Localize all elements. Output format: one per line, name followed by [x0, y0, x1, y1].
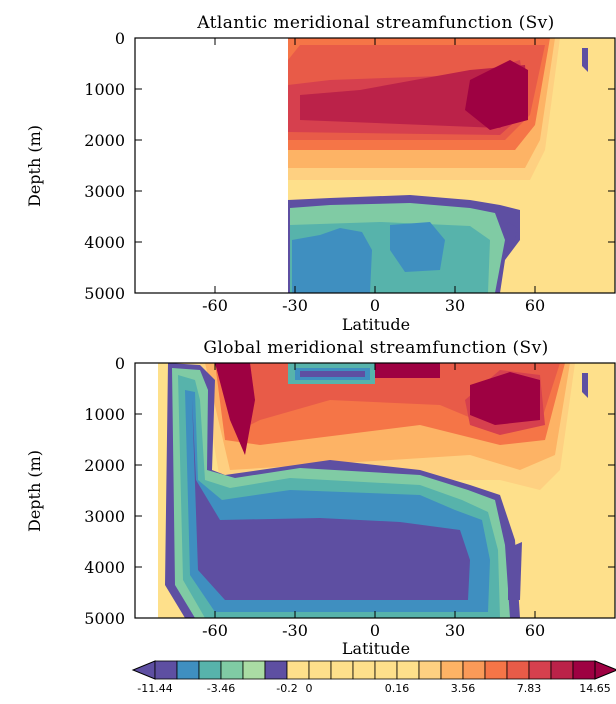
colorbar-swatch [396, 660, 420, 680]
colorbar-swatch [484, 660, 508, 680]
colorbar-extend-max [594, 660, 616, 680]
colorbar-label: -3.46 [207, 682, 235, 695]
global-ytick-label: 2000 [84, 456, 125, 475]
colorbar-swatch [198, 660, 222, 680]
global-ytick-label: 1000 [84, 405, 125, 424]
global-title: Global meridional streamfunction (Sv) [203, 338, 548, 358]
colorbar-swatch [352, 660, 376, 680]
colorbar-swatch [220, 660, 244, 680]
atlantic-ytick-label: 5000 [84, 284, 125, 303]
atlantic-xtick-label: -30 [282, 296, 308, 315]
atlantic-panel: Atlantic meridional streamfunction (Sv) … [25, 13, 616, 334]
atlantic-ytick-label: 3000 [84, 182, 125, 201]
global-ytick-label: 0 [115, 354, 125, 373]
atlantic-xtick-label: 30 [445, 296, 465, 315]
global-xtick-label: 0 [370, 621, 380, 640]
global-xlabel: Latitude [342, 639, 410, 658]
colorbar-swatch [528, 660, 552, 680]
global-xtick-label: -60 [202, 621, 228, 640]
colorbar-label: -0.2 [276, 682, 297, 695]
atlantic-xlabel: Latitude [342, 315, 410, 334]
global-axes: -60 -30 0 30 60 0 1000 2000 3000 4000 5000 [84, 354, 615, 640]
atlantic-ytick-label: 1000 [84, 80, 125, 99]
global-ytick-label: 3000 [84, 507, 125, 526]
atlantic-xtick-label: -60 [202, 296, 228, 315]
global-xtick-label: -30 [282, 621, 308, 640]
atlantic-axes: -60 -30 0 30 60 0 1000 2000 3000 4000 5000 [84, 29, 615, 315]
global-ytick-label: 5000 [84, 609, 125, 628]
global-panel: Global meridional streamfunction (Sv) [25, 338, 616, 658]
global-ylabel: Depth (m) [25, 450, 44, 532]
colorbar: -11.44 -3.46 -0.2 0 0.16 3.56 7.83 14.65 [131, 660, 616, 695]
colorbar-swatch [506, 660, 530, 680]
global-xtick-label: 60 [525, 621, 545, 640]
colorbar-swatch [440, 660, 464, 680]
global-ytick-label: 4000 [84, 558, 125, 577]
atlantic-xtick-label: 60 [525, 296, 545, 315]
colorbar-swatch [242, 660, 266, 680]
atlantic-ylabel: Depth (m) [25, 125, 44, 207]
atlantic-xtick-label: 0 [370, 296, 380, 315]
colorbar-swatch [418, 660, 442, 680]
colorbar-swatch [374, 660, 398, 680]
atlantic-ytick-label: 4000 [84, 233, 125, 252]
global-xtick-label: 30 [445, 621, 465, 640]
colorbar-swatch [572, 660, 596, 680]
colorbar-label: 3.56 [451, 682, 476, 695]
colorbar-extend-min [131, 660, 156, 680]
colorbar-label: 0.16 [385, 682, 410, 695]
colorbar-swatch [462, 660, 486, 680]
colorbar-swatch [264, 660, 288, 680]
colorbar-label: 14.65 [579, 682, 611, 695]
atlantic-title: Atlantic meridional streamfunction (Sv) [196, 13, 554, 33]
atlantic-ytick-label: 2000 [84, 131, 125, 150]
colorbar-swatch [330, 660, 354, 680]
colorbar-label: 0 [306, 682, 313, 695]
colorbar-swatch [308, 660, 332, 680]
colorbar-swatch [286, 660, 310, 680]
colorbar-swatch [550, 660, 574, 680]
atlantic-ytick-label: 0 [115, 29, 125, 48]
colorbar-label: -11.44 [137, 682, 172, 695]
colorbar-swatch [176, 660, 200, 680]
colorbar-label: 7.83 [517, 682, 542, 695]
colorbar-swatch [154, 660, 178, 680]
